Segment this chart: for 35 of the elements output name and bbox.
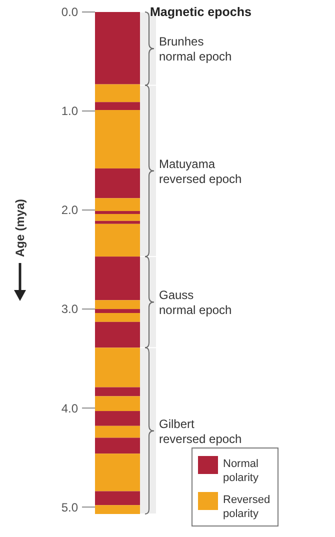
bar [95, 84, 140, 102]
y-tick-label: 1.0 [61, 104, 78, 118]
bar [95, 348, 140, 388]
y-tick-label: 4.0 [61, 401, 78, 416]
bar [95, 102, 140, 110]
bar [95, 438, 140, 454]
bar [95, 426, 140, 438]
bar [95, 214, 140, 221]
bar [95, 168, 140, 198]
bar [95, 491, 140, 506]
bar [95, 220, 140, 224]
bar [95, 211, 140, 214]
text: Magnetic epochs [150, 5, 252, 19]
y-tick-label: 3.0 [61, 302, 78, 316]
bar [95, 300, 140, 310]
bar [95, 224, 140, 257]
y-tick-label: 5.0 [61, 500, 78, 514]
bar [95, 322, 140, 348]
bar [95, 505, 140, 514]
bar [95, 198, 140, 212]
bar [95, 313, 140, 322]
y-tick-label: 0.0 [61, 5, 78, 20]
bar [95, 396, 140, 412]
band-label: Matuyama reversed epoch [159, 156, 242, 186]
bar [95, 411, 140, 426]
band-label: Gilbert reversed epoch [159, 416, 242, 446]
bar [95, 454, 140, 492]
bar [95, 387, 140, 396]
legend-label: Normal polarity [223, 458, 259, 484]
legend-label: Reversed polarity [223, 494, 270, 520]
band-label: Gauss normal epoch [159, 288, 232, 318]
y-tick-label: 2.0 [61, 203, 78, 218]
y-axis-title: Age (mya) [13, 198, 27, 258]
bar [95, 309, 140, 313]
band-label: Brunhes normal epoch [159, 34, 232, 64]
